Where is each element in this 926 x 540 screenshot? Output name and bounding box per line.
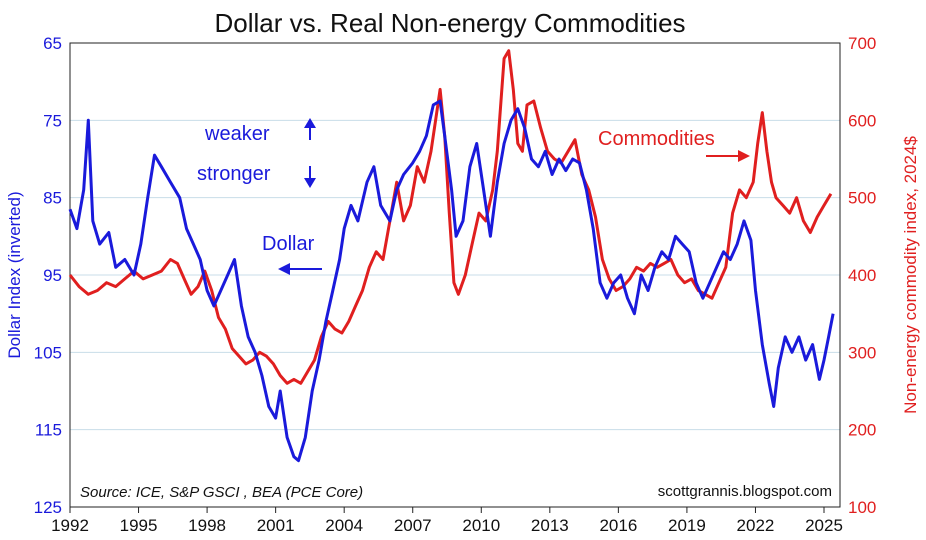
annotation-dollar: Dollar — [262, 233, 315, 255]
x-tick-label: 2013 — [531, 516, 569, 535]
annotation-commodities: Commodities — [598, 128, 715, 150]
x-tick-label: 2019 — [668, 516, 706, 535]
arrow-right-icon — [706, 150, 750, 162]
series-line-commodities — [68, 49, 833, 385]
x-tick-label: 1998 — [188, 516, 226, 535]
y-left-axis-title: Dollar Index (inverted) — [5, 191, 24, 358]
annotation-stronger: stronger — [197, 163, 271, 185]
y-left-tick-label: 65 — [43, 34, 62, 53]
x-tick-label: 2025 — [805, 516, 843, 535]
grid-lines — [70, 42, 840, 508]
chart-title: Dollar vs. Real Non-energy Commodities — [214, 8, 685, 38]
y-right-tick-label: 700 — [848, 34, 876, 53]
x-tick-label: 1992 — [51, 516, 89, 535]
x-tick-label: 2001 — [257, 516, 295, 535]
source-note: Source: ICE, S&P GSCI , BEA (PCE Core) — [80, 484, 363, 501]
arrow-up-icon — [304, 118, 316, 140]
y-right-tick-label: 600 — [848, 111, 876, 130]
y-left-tick-label: 105 — [34, 343, 62, 362]
y-left-tick-label: 115 — [35, 421, 62, 440]
x-axis: 1992 1995 1998 2001 2004 2007 2010 2013 2016 2019… — [51, 507, 843, 535]
y-right-tick-label: 200 — [848, 421, 876, 440]
x-tick-label: 2022 — [737, 516, 775, 535]
arrow-down-icon — [304, 166, 316, 188]
left-axis: 65 75 85 95 105 115 125 — [34, 34, 62, 517]
right-axis: 700 600 500 400 300 200 100 — [848, 34, 876, 517]
x-tick-label: 1995 — [120, 516, 158, 535]
y-left-tick-label: 85 — [43, 189, 62, 208]
y-left-tick-label: 125 — [34, 498, 62, 517]
x-tick-label: 2010 — [462, 516, 500, 535]
y-right-tick-label: 100 — [848, 498, 876, 517]
y-right-tick-label: 300 — [848, 343, 876, 362]
x-tick-label: 2007 — [394, 516, 432, 535]
credit-note: scottgrannis.blogspot.com — [658, 483, 832, 500]
series-line-dollar — [68, 99, 835, 463]
y-right-axis-title: Non-energy commodity index, 2024$ — [901, 136, 920, 414]
annotation-weaker: weaker — [204, 123, 270, 145]
y-right-tick-label: 500 — [848, 189, 876, 208]
arrow-left-icon — [278, 263, 322, 275]
y-left-tick-label: 75 — [43, 111, 62, 130]
y-left-tick-label: 95 — [43, 266, 62, 285]
x-tick-label: 2004 — [325, 516, 363, 535]
x-tick-label: 2016 — [599, 516, 637, 535]
y-right-tick-label: 400 — [848, 266, 876, 285]
